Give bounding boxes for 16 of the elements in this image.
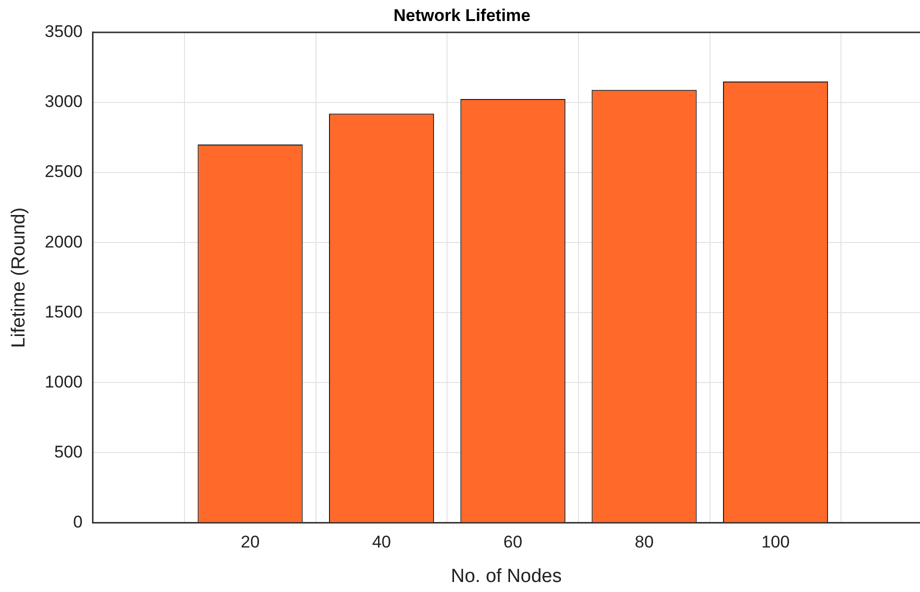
- y-tick-label: 2500: [44, 162, 83, 182]
- y-tick-label: 1500: [44, 302, 83, 322]
- y-tick-label: 3500: [44, 22, 83, 42]
- x-tick-label: 20: [240, 532, 260, 552]
- y-tick-label: 2000: [44, 232, 83, 252]
- x-tick-label: 80: [634, 532, 654, 552]
- y-tick-label: 0: [73, 512, 83, 532]
- x-tick-label: 100: [761, 532, 790, 552]
- x-axis-title: No. of Nodes: [450, 566, 562, 587]
- y-tick-label: 3000: [44, 92, 83, 112]
- y-tick-label: 500: [54, 442, 83, 462]
- x-tick-label: 60: [503, 532, 522, 552]
- y-axis-title: Lifetime (Round): [8, 207, 30, 348]
- chart-title: Network Lifetime: [394, 6, 530, 25]
- x-tick-label: 40: [372, 532, 392, 552]
- y-tick-label: 1000: [44, 372, 83, 392]
